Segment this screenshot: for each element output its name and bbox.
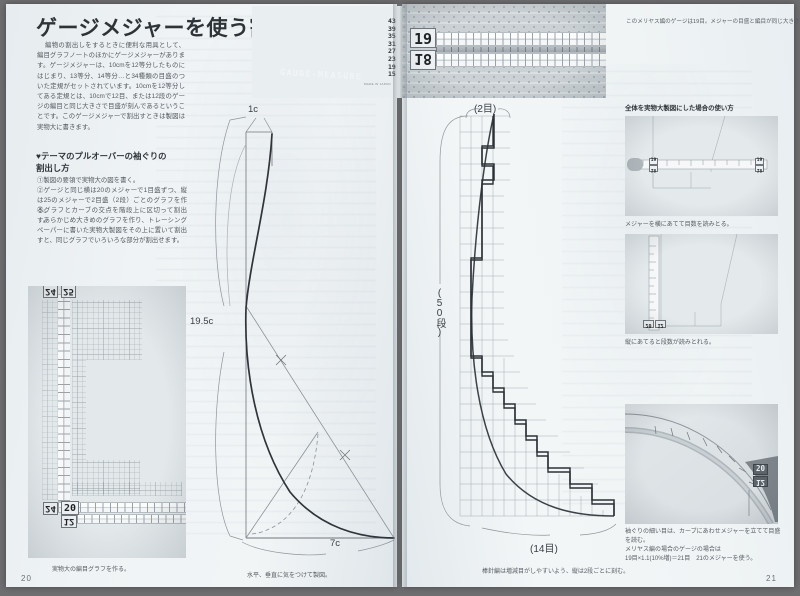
book-gutter-shadow: [393, 4, 407, 587]
swatch-label-19: 19: [410, 28, 436, 48]
howto2-label-12: 12: [655, 320, 666, 328]
swatch-label-18: 18: [410, 50, 436, 70]
swatch-photo-caption: このメリヤス編のゲージは19目。メジャーの目盛と編目が同じ大きさ。: [626, 19, 800, 25]
howto1-label-19: 19: [649, 158, 658, 165]
step-2: ②ゲージと同じ横は20のメジャーで1目盛ずつ、縦は25のメジャーで2目盛（2段）…: [37, 187, 187, 215]
intro-paragraph: 編物の割出しをするときに便利な用具として、編目グラフノートのほかにゲージメジャー…: [37, 42, 185, 131]
howto-photo-2: 20 12: [625, 234, 778, 334]
armhole-draft-diagram: 1c 19.5c 7c: [190, 104, 402, 556]
howto-heading: 全体を実物大製図にした場合の使い方: [625, 105, 734, 112]
show-through-ghost: [156, 14, 376, 534]
howto3-label-12: 12: [753, 476, 768, 487]
main-grid-foot-wide: [72, 482, 182, 496]
graph-photo-label-20: 20: [61, 501, 79, 515]
edge-number: 27: [388, 47, 396, 56]
edge-number: 15: [388, 70, 396, 79]
diagram-top-width-label: 1c: [248, 104, 259, 115]
main-grid: [72, 300, 142, 360]
graph-photo-label-24-top: 24: [43, 286, 58, 298]
graph-photo-label-25: 25: [61, 286, 76, 298]
horizontal-gauge-ruler: [58, 502, 186, 513]
stepped-armhole-chart: (2目) (50段) (14目): [422, 104, 622, 558]
stepped-chart-caption: 棒針編は増減目がしやすいよう、縦は2段ごとに刻む。: [482, 569, 630, 575]
howto1-label-18-right: 18: [755, 165, 764, 172]
howto-step3-caption: 袖ぐりの細い目は、カーブにあわせメジャーを立てて目盛を読む。 メリヤス編の場合の…: [625, 529, 781, 562]
graph-photo-label-24-bottom: 24: [43, 502, 58, 515]
left-page: ゲージメジャーを使う割出し 編物の割出しをするときに便利な用具として、編目グラフ…: [6, 4, 404, 587]
howto1-label-19-right: 19: [755, 158, 764, 165]
main-grid-column: [72, 360, 86, 460]
ruler-fine-print: MADE IN JAPAN: [364, 82, 391, 86]
howto-photo-3: 20 12: [625, 404, 778, 524]
chart-side-label: (50段): [434, 288, 445, 337]
howto-step1-caption: メジャーを横にあてて目数を読みとる。: [625, 222, 733, 228]
swatch-ruler-mid: [436, 46, 606, 53]
edge-number: 43: [388, 17, 396, 25]
edge-number: 31: [388, 39, 396, 48]
edge-number: 19: [388, 62, 396, 71]
section-heading: ♥テーマのプルオーバーの袖ぐりの 割出し方: [36, 151, 167, 173]
right-page: 19 18 このメリヤス編のゲージは19目。メジャーの目盛と編目が同じ大きさ。: [402, 4, 800, 587]
howto-photo-1: 19 18 19 18: [625, 116, 778, 216]
edge-number: 23: [388, 54, 396, 63]
ruler-edge-numbers: 43 39 35 31 27 23 19 15: [388, 17, 396, 79]
graph-photo-caption: 実物大の編目グラフを作る。: [52, 567, 131, 573]
page-title: ゲージメジャーを使う割出し: [36, 17, 315, 40]
left-page-folio: 20: [21, 574, 32, 583]
right-page-folio: 21: [766, 574, 777, 583]
swatch-ruler-upper: [436, 32, 606, 46]
diagram-bottom-width-label: 7c: [330, 538, 341, 549]
step-3-note: あらかじめ大きめのグラフを作り、トレーシングペーパーに書いた実物大製図をその上に…: [37, 217, 187, 245]
graph-paper-photo: 24 25 24 20 12: [28, 286, 186, 558]
graph-photo-label-12: 12: [61, 515, 77, 528]
step-1: ①製図の要領で実物大の図を書く。: [37, 177, 140, 184]
edge-number: 35: [388, 32, 396, 41]
diagram-height-label: 19.5c: [190, 316, 214, 327]
howto2-label-20: 20: [643, 320, 654, 328]
chart-bottom-label: (14目): [530, 544, 558, 555]
vertical-gauge-ruler: [58, 294, 70, 502]
howto1-label-18: 18: [649, 165, 658, 172]
edge-number: 39: [388, 24, 396, 33]
pattern-diagram-caption: 水平、垂直に気をつけて製図。: [247, 573, 332, 579]
howto3-label-20: 20: [753, 464, 768, 475]
main-grid-foot: [72, 460, 140, 494]
gauge-measure-ruler-photo: GAUGE-MEASURE MADE IN JAPAN 43 39 35 31 …: [252, 6, 404, 98]
staircase-decrease-line: [470, 114, 615, 516]
step-3: ③グラフとカーブの交点を階段上に区切って割出す。: [37, 207, 187, 225]
horizontal-gauge-ruler-2: [62, 514, 186, 524]
knit-swatch-ruler-photo: 19 18: [402, 4, 606, 98]
howto-step2-caption: 縦にあてると段数が読みとれる。: [625, 340, 715, 346]
chart-top-label: (2目): [474, 104, 497, 115]
swatch-ruler-lower: [436, 53, 606, 67]
